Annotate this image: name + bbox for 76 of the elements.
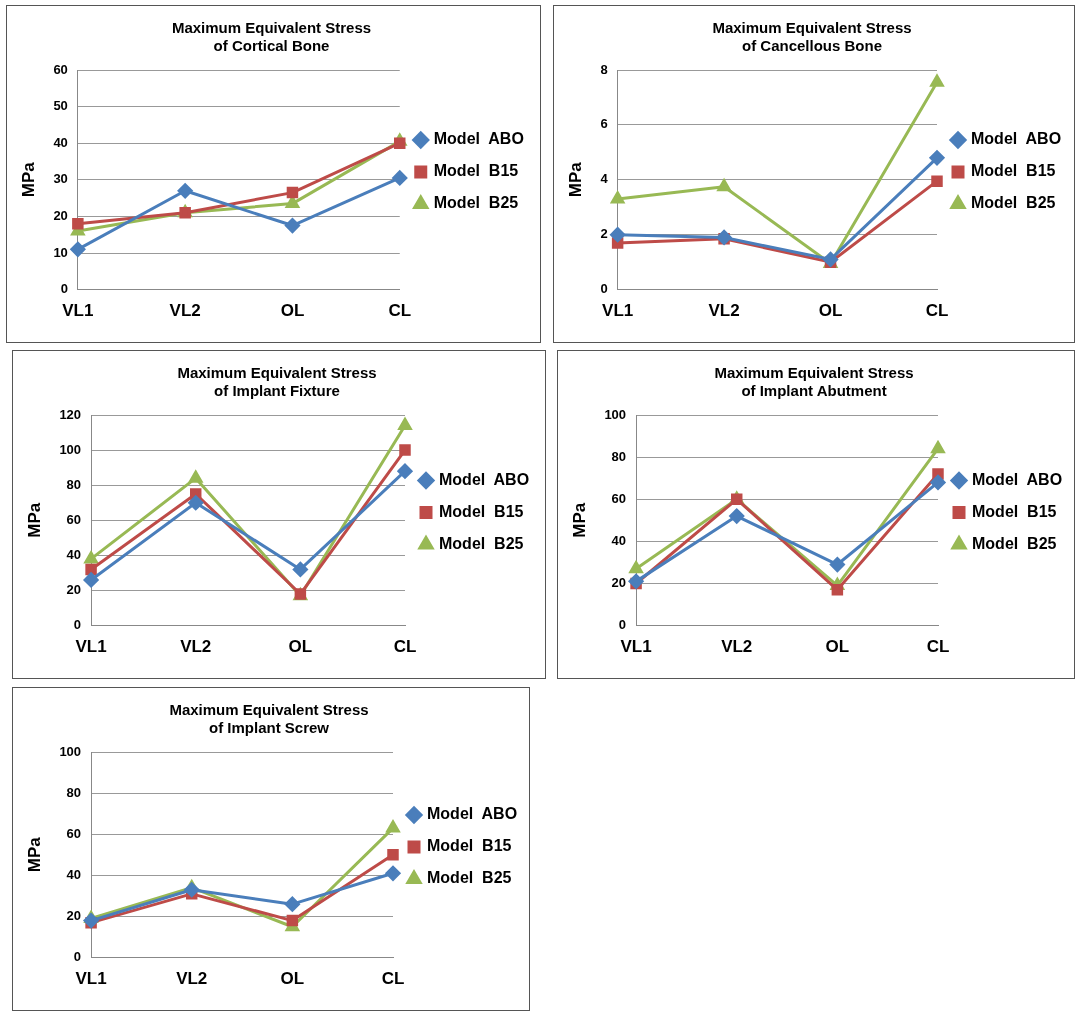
y-tick-label: 80 [66, 476, 82, 492]
y-tick-label: 8 [600, 61, 608, 77]
x-tick-label: CL [925, 301, 949, 321]
x-tick-label: VL2 [180, 637, 212, 657]
x-tick-label: CL [388, 301, 412, 321]
y-tick-label: 4 [600, 171, 609, 187]
y-tick-label: 10 [53, 244, 68, 260]
y-tick-label: 80 [66, 784, 82, 800]
legend-label: Model ABO [972, 470, 1063, 488]
x-tick-label: OL [288, 637, 313, 657]
y-tick-label: 100 [59, 441, 82, 457]
y-tick-label: 60 [53, 61, 68, 77]
y-axis-title: MPa [24, 502, 44, 538]
y-tick-label: 60 [66, 511, 82, 527]
legend-label: Model B15 [972, 502, 1057, 520]
y-axis-title: MPa [24, 836, 44, 873]
chart-title: Maximum Equivalent Stress of Cancellous Bone [712, 19, 912, 55]
x-tick-label: VL2 [176, 969, 208, 989]
legend-label: Model B25 [439, 534, 524, 552]
y-tick-label: 0 [60, 281, 68, 297]
y-tick-label: 40 [66, 866, 82, 882]
legend-label: Model B25 [427, 869, 512, 887]
y-tick-label: 80 [611, 448, 627, 464]
chart-title: Maximum Equivalent Stress of Implant Abutment [714, 364, 914, 400]
legend-label: Model B15 [427, 837, 512, 855]
x-tick-label: VL2 [169, 301, 201, 321]
x-tick-label: VL1 [620, 637, 652, 657]
legend-label: Model B15 [433, 162, 519, 180]
y-tick-label: 50 [53, 98, 68, 114]
y-tick-label: 0 [73, 617, 82, 633]
legend-label: Model ABO [433, 130, 524, 148]
y-tick-label: 40 [611, 532, 627, 548]
chart-title: Maximum Equivalent Stress of Cortical Bone [171, 19, 372, 55]
y-tick-label: 20 [611, 575, 627, 591]
y-tick-label: 0 [73, 949, 82, 965]
x-tick-label: VL1 [62, 301, 94, 321]
x-tick-label: CL [393, 637, 417, 657]
x-tick-label: VL2 [721, 637, 753, 657]
x-tick-label: OL [825, 637, 850, 657]
legend-label: Model B15 [439, 502, 524, 520]
y-tick-label: 20 [66, 582, 82, 598]
legend-label: Model B25 [972, 534, 1057, 552]
legend-label: Model B15 [971, 162, 1056, 180]
y-tick-label: 100 [604, 406, 627, 422]
legend-label: Model B25 [433, 194, 519, 212]
x-tick-label: VL1 [602, 301, 634, 321]
y-tick-label: 40 [66, 546, 82, 562]
x-tick-label: CL [381, 969, 405, 989]
y-axis-title: MPa [569, 502, 589, 538]
y-tick-label: 20 [66, 908, 82, 924]
y-tick-label: 6 [600, 116, 608, 132]
y-tick-label: 0 [600, 281, 608, 297]
legend-label: Model ABO [427, 805, 518, 823]
x-tick-label: OL [818, 301, 843, 321]
chart-title: Maximum Equivalent Stress of Implant Screw [169, 701, 369, 737]
x-tick-label: OL [280, 969, 305, 989]
legend-label: Model ABO [971, 130, 1062, 148]
x-tick-label: VL1 [75, 969, 107, 989]
y-axis-title: MPa [565, 161, 585, 198]
legend-label: Model B25 [971, 194, 1056, 212]
y-tick-label: 60 [66, 825, 82, 841]
x-tick-label: VL2 [708, 301, 740, 321]
y-axis-title: MPa [18, 161, 38, 198]
x-tick-label: OL [280, 301, 305, 321]
x-tick-label: CL [926, 637, 950, 657]
legend-label: Model ABO [439, 470, 530, 488]
y-tick-label: 30 [53, 171, 68, 187]
x-tick-label: VL1 [75, 637, 107, 657]
y-tick-label: 40 [53, 134, 68, 150]
y-tick-label: 20 [53, 207, 68, 223]
y-tick-label: 60 [611, 490, 627, 506]
y-tick-label: 120 [59, 406, 82, 422]
y-tick-label: 2 [600, 226, 608, 242]
y-tick-label: 100 [59, 743, 82, 759]
y-tick-label: 0 [618, 617, 627, 633]
chart-title: Maximum Equivalent Stress of Implant Fixture [177, 364, 377, 400]
